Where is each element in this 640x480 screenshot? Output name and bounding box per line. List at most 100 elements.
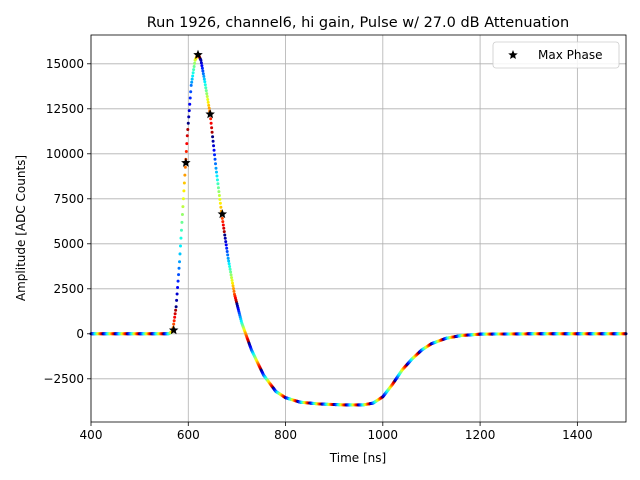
pulse-sample-point	[215, 174, 219, 178]
pulse-sample-point	[228, 267, 232, 271]
pulse-sample-point	[174, 308, 178, 312]
x-tick-label: 600	[177, 428, 200, 442]
pulse-sample-point	[181, 205, 185, 209]
pulse-sample-point	[214, 166, 218, 170]
pulse-sample-point	[191, 74, 195, 78]
pulse-sample-point	[231, 284, 235, 288]
pulse-sample-point	[176, 286, 180, 290]
pulse-sample-point	[179, 228, 183, 232]
pulse-sample-point	[187, 109, 191, 113]
pulse-sample-point	[192, 65, 196, 68]
pulse-sample-point	[183, 173, 187, 177]
pulse-sample-point	[203, 83, 207, 87]
pulse-sample-point	[187, 115, 191, 119]
pulse-sample-point	[175, 292, 179, 296]
pulse-sample-point	[201, 69, 205, 73]
pulse-sample-point	[186, 128, 190, 131]
pulse-sample-point	[212, 148, 216, 152]
pulse-sample-point	[227, 262, 231, 266]
legend-star-icon	[508, 50, 518, 60]
pulse-sample-point	[182, 189, 186, 193]
pulse-sample-point	[202, 77, 206, 81]
pulse-sample-point	[173, 315, 177, 319]
pulse-sample-point	[227, 259, 231, 263]
x-axis-label: Time [ns]	[329, 451, 386, 465]
pulse-sample-point	[184, 150, 188, 154]
pulse-sample-point	[225, 246, 229, 250]
pulse-sample-point	[229, 273, 233, 277]
pulse-sample-point	[223, 233, 227, 237]
pulse-sample-point	[232, 287, 235, 291]
y-tick-label: 7500	[53, 192, 84, 206]
pulse-sample-point	[216, 182, 220, 186]
plot-frame	[90, 34, 627, 423]
pulse-sample-point	[217, 190, 221, 194]
pulse-sample-point	[190, 77, 194, 81]
pulse-sample-point	[221, 220, 225, 224]
pulse-sample-point	[179, 236, 183, 240]
pulse-sample-point	[199, 61, 203, 65]
pulse-sample-point	[213, 153, 217, 157]
legend: Max Phase	[492, 41, 620, 69]
pulse-sample-point	[230, 276, 234, 280]
chart-title: Run 1926, channel6, hi gain, Pulse w/ 27…	[147, 15, 570, 31]
pulse-sample-point	[204, 89, 208, 93]
pulse-sample-point	[210, 126, 214, 130]
pulse-sample-point	[226, 253, 230, 257]
pulse-sample-point	[173, 312, 177, 316]
pulse-sample-point	[211, 135, 215, 139]
pulse-sample-point	[177, 273, 181, 277]
x-tick-label: 1400	[562, 428, 593, 442]
pulse-sample-point	[177, 266, 181, 270]
pulse-sample-point	[172, 319, 176, 323]
pulse-sample-point	[209, 121, 213, 125]
pulse-sample-point	[172, 322, 176, 326]
pulse-sample-point	[206, 97, 210, 101]
max-phase-star-1	[181, 157, 191, 167]
pulse-sample-point	[206, 100, 210, 104]
pulse-sample-point	[189, 90, 193, 94]
max-phase-markers	[168, 49, 228, 335]
pulse-sample-point	[180, 213, 184, 217]
x-tick-label: 400	[80, 428, 103, 442]
x-tick-label: 800	[274, 428, 297, 442]
pulse-sample-point	[182, 181, 186, 185]
pulse-sample-point	[186, 121, 190, 125]
pulse-sample-point	[230, 278, 234, 282]
pulse-sample-point	[232, 289, 236, 293]
pulse-sample-point	[209, 117, 213, 121]
pulse-sample-point	[202, 74, 206, 78]
x-axis-ticks: 400 600 800 1000 1200 1400	[80, 422, 593, 442]
pulse-sample-point	[219, 205, 223, 209]
pulse-sample-point	[225, 250, 229, 254]
pulse-sample-point	[213, 157, 217, 161]
pulse-sample-point	[188, 96, 192, 100]
pulse-sample-point	[229, 270, 233, 274]
pulse-sample-point	[180, 220, 184, 224]
pulse-sample-point	[222, 226, 226, 230]
y-tick-label: 0	[76, 327, 84, 341]
pulse-sample-point	[211, 139, 215, 143]
legend-label-max-phase: Max Phase	[538, 48, 602, 62]
pulse-sample-point	[228, 265, 232, 269]
pulse-sample-point	[223, 236, 227, 240]
pulse-sample-point	[185, 134, 189, 138]
pulse-sample-point	[174, 305, 178, 309]
y-tick-label: 15000	[46, 57, 84, 71]
pulse-sample-point	[218, 197, 222, 201]
pulse-sample-point	[178, 244, 182, 248]
pulse-sample-point	[216, 186, 220, 190]
max-phase-star-4	[217, 209, 228, 219]
max-phase-star-2	[193, 49, 203, 59]
pulse-sample-point	[193, 61, 197, 65]
pulse-samples	[89, 52, 628, 407]
max-phase-star-0	[168, 325, 179, 335]
y-axis-label: Amplitude [ADC Counts]	[14, 155, 28, 301]
pulse-sample-point	[199, 58, 203, 62]
pulse-sample-point	[185, 142, 189, 146]
pulse-sample-point	[224, 243, 228, 247]
y-tick-label: −2500	[43, 372, 84, 386]
pulse-sample-point	[205, 95, 209, 99]
